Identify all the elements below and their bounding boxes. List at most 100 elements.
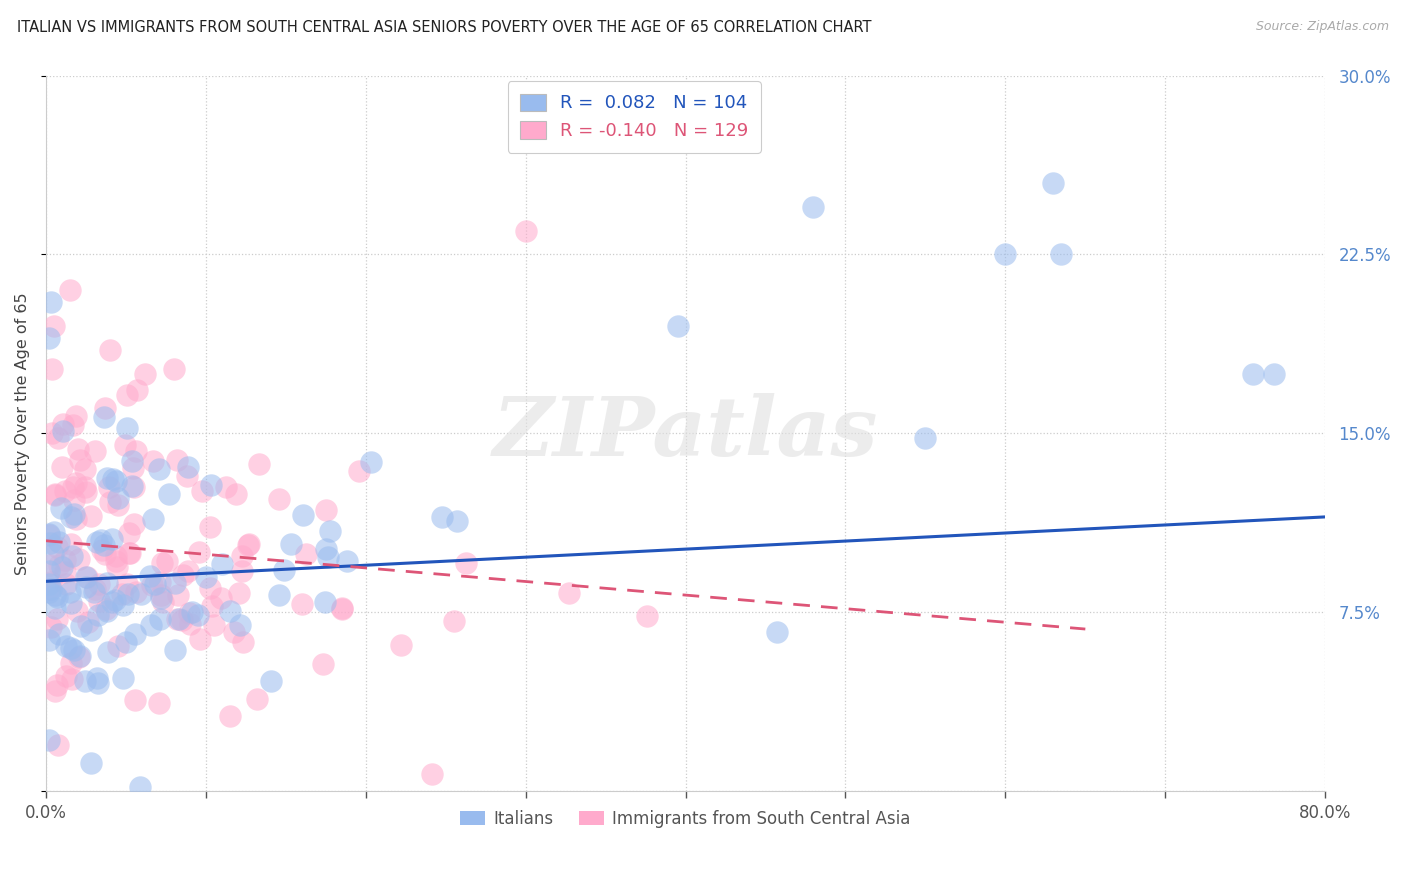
Point	[105, 474, 128, 488]
Point	[65, 512, 87, 526]
Point	[349, 464, 371, 478]
Point	[187, 544, 209, 558]
Point	[190, 484, 212, 499]
Point	[142, 454, 165, 468]
Point	[209, 591, 232, 605]
Point	[156, 554, 179, 568]
Point	[66, 603, 89, 617]
Point	[105, 549, 128, 564]
Point	[236, 538, 259, 552]
Text: Source: ZipAtlas.com: Source: ZipAtlas.com	[1256, 20, 1389, 33]
Point	[70, 619, 93, 633]
Point	[389, 638, 412, 652]
Point	[41, 361, 63, 376]
Point	[211, 557, 233, 571]
Point	[86, 535, 108, 549]
Point	[67, 552, 90, 566]
Point	[39, 536, 62, 550]
Point	[118, 526, 141, 541]
Point	[62, 418, 84, 433]
Point	[143, 577, 166, 591]
Point	[87, 594, 110, 608]
Point	[62, 480, 84, 494]
Point	[131, 587, 153, 601]
Point	[637, 609, 659, 624]
Point	[44, 588, 66, 602]
Point	[122, 460, 145, 475]
Point	[202, 618, 225, 632]
Point	[125, 383, 148, 397]
Point	[142, 512, 165, 526]
Point	[129, 780, 152, 794]
Point	[148, 697, 170, 711]
Point	[124, 693, 146, 707]
Point	[75, 674, 97, 689]
Point	[121, 454, 143, 468]
Point	[148, 462, 170, 476]
Point	[115, 421, 138, 435]
Point	[200, 581, 222, 595]
Point	[75, 484, 97, 499]
Point	[80, 756, 103, 771]
Point	[176, 469, 198, 483]
Point	[51, 560, 73, 574]
Point	[292, 508, 315, 522]
Point	[219, 604, 242, 618]
Point	[38, 584, 60, 599]
Point	[315, 542, 337, 557]
Text: ZIPatlas: ZIPatlas	[494, 393, 879, 474]
Point	[73, 480, 96, 494]
Point	[200, 477, 222, 491]
Point	[59, 283, 82, 297]
Point	[124, 627, 146, 641]
Point	[149, 612, 172, 626]
Point	[177, 606, 200, 620]
Point	[44, 601, 66, 615]
Point	[225, 487, 247, 501]
Point	[247, 457, 270, 471]
Point	[118, 546, 141, 560]
Point	[48, 738, 70, 752]
Text: ITALIAN VS IMMIGRANTS FROM SOUTH CENTRAL ASIA SENIORS POVERTY OVER THE AGE OF 65: ITALIAN VS IMMIGRANTS FROM SOUTH CENTRAL…	[17, 20, 872, 35]
Point	[39, 575, 62, 590]
Point	[180, 605, 202, 619]
Point	[117, 388, 139, 402]
Point	[67, 650, 90, 665]
Point	[53, 552, 76, 566]
Point	[44, 683, 66, 698]
Point	[42, 319, 65, 334]
Point	[138, 568, 160, 582]
Point	[93, 409, 115, 424]
Point	[41, 426, 63, 441]
Point	[141, 578, 163, 592]
Point	[101, 533, 124, 547]
Point	[60, 510, 83, 524]
Point	[152, 595, 174, 609]
Point	[96, 471, 118, 485]
Point	[201, 599, 224, 613]
Point	[77, 615, 100, 629]
Point	[38, 527, 60, 541]
Point	[90, 533, 112, 547]
Point	[94, 401, 117, 416]
Point	[267, 491, 290, 506]
Point	[38, 558, 60, 572]
Point	[100, 595, 122, 609]
Point	[52, 417, 75, 432]
Point	[76, 570, 98, 584]
Point	[75, 581, 97, 595]
Point	[1042, 176, 1064, 190]
Point	[246, 692, 269, 706]
Point	[60, 656, 83, 670]
Point	[295, 547, 318, 561]
Point	[86, 671, 108, 685]
Point	[87, 577, 110, 591]
Point	[38, 576, 60, 591]
Point	[55, 576, 77, 591]
Point	[41, 620, 63, 634]
Point	[229, 618, 252, 632]
Point	[97, 645, 120, 659]
Point	[124, 517, 146, 532]
Point	[330, 602, 353, 616]
Point	[187, 608, 209, 623]
